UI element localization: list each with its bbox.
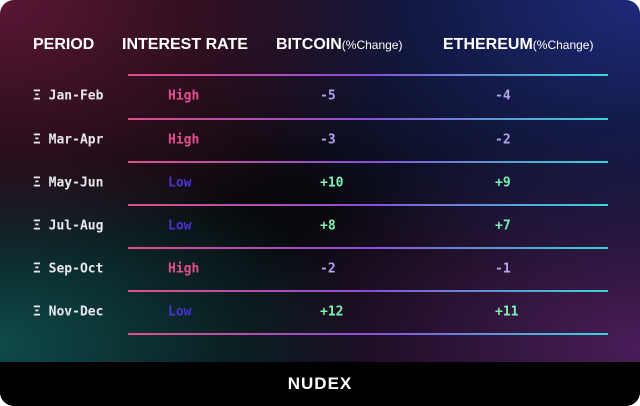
column-header: ETHEREUM(%Change) bbox=[443, 36, 593, 54]
row-divider bbox=[128, 74, 608, 76]
interest-rate: Low bbox=[168, 175, 192, 190]
ethereum-change: -2 bbox=[495, 132, 511, 147]
ethereum-change: +11 bbox=[495, 304, 519, 319]
header-main: BITCOIN bbox=[276, 36, 342, 53]
interest-rate: Low bbox=[168, 304, 192, 319]
header-main: PERIOD bbox=[33, 36, 95, 53]
row-divider bbox=[128, 333, 608, 335]
bitcoin-change: -3 bbox=[320, 132, 336, 147]
period: Ξ May-Jun bbox=[33, 175, 104, 190]
interest-rate: High bbox=[168, 132, 200, 147]
period: Ξ Jul-Aug bbox=[33, 218, 104, 233]
column-header: PERIOD bbox=[33, 36, 94, 54]
period: Ξ Sep-Oct bbox=[33, 261, 104, 276]
interest-rate: High bbox=[168, 261, 200, 276]
header-sub: (%Change) bbox=[341, 38, 403, 52]
ethereum-change: +9 bbox=[495, 175, 511, 190]
row-divider bbox=[128, 161, 608, 163]
footer: NUDEX bbox=[0, 362, 640, 406]
bitcoin-change: +10 bbox=[320, 175, 344, 190]
ethereum-change: -1 bbox=[495, 261, 511, 276]
header-sub: (%Change) bbox=[532, 38, 594, 52]
header-main: ETHEREUM bbox=[443, 36, 533, 53]
bitcoin-change: -5 bbox=[320, 88, 336, 104]
logo: NUDEX bbox=[287, 374, 353, 393]
period: Ξ Jan-Feb bbox=[33, 88, 104, 104]
row-divider bbox=[128, 204, 608, 206]
row-divider bbox=[128, 118, 608, 120]
period: Ξ Mar-Apr bbox=[33, 132, 104, 147]
row-divider bbox=[128, 290, 608, 292]
bitcoin-change: +12 bbox=[320, 304, 344, 319]
bitcoin-change: +8 bbox=[320, 218, 336, 233]
ethereum-change: -4 bbox=[495, 88, 511, 104]
header-main: INTEREST RATE bbox=[122, 36, 248, 53]
period: Ξ Nov-Dec bbox=[33, 304, 104, 319]
column-header: BITCOIN(%Change) bbox=[276, 36, 402, 54]
row-divider bbox=[128, 247, 608, 249]
interest-rate: Low bbox=[168, 218, 192, 233]
bitcoin-change: -2 bbox=[320, 261, 336, 276]
interest-rate: High bbox=[168, 88, 200, 104]
column-header: INTEREST RATE bbox=[122, 36, 248, 54]
ethereum-change: +7 bbox=[495, 218, 511, 233]
